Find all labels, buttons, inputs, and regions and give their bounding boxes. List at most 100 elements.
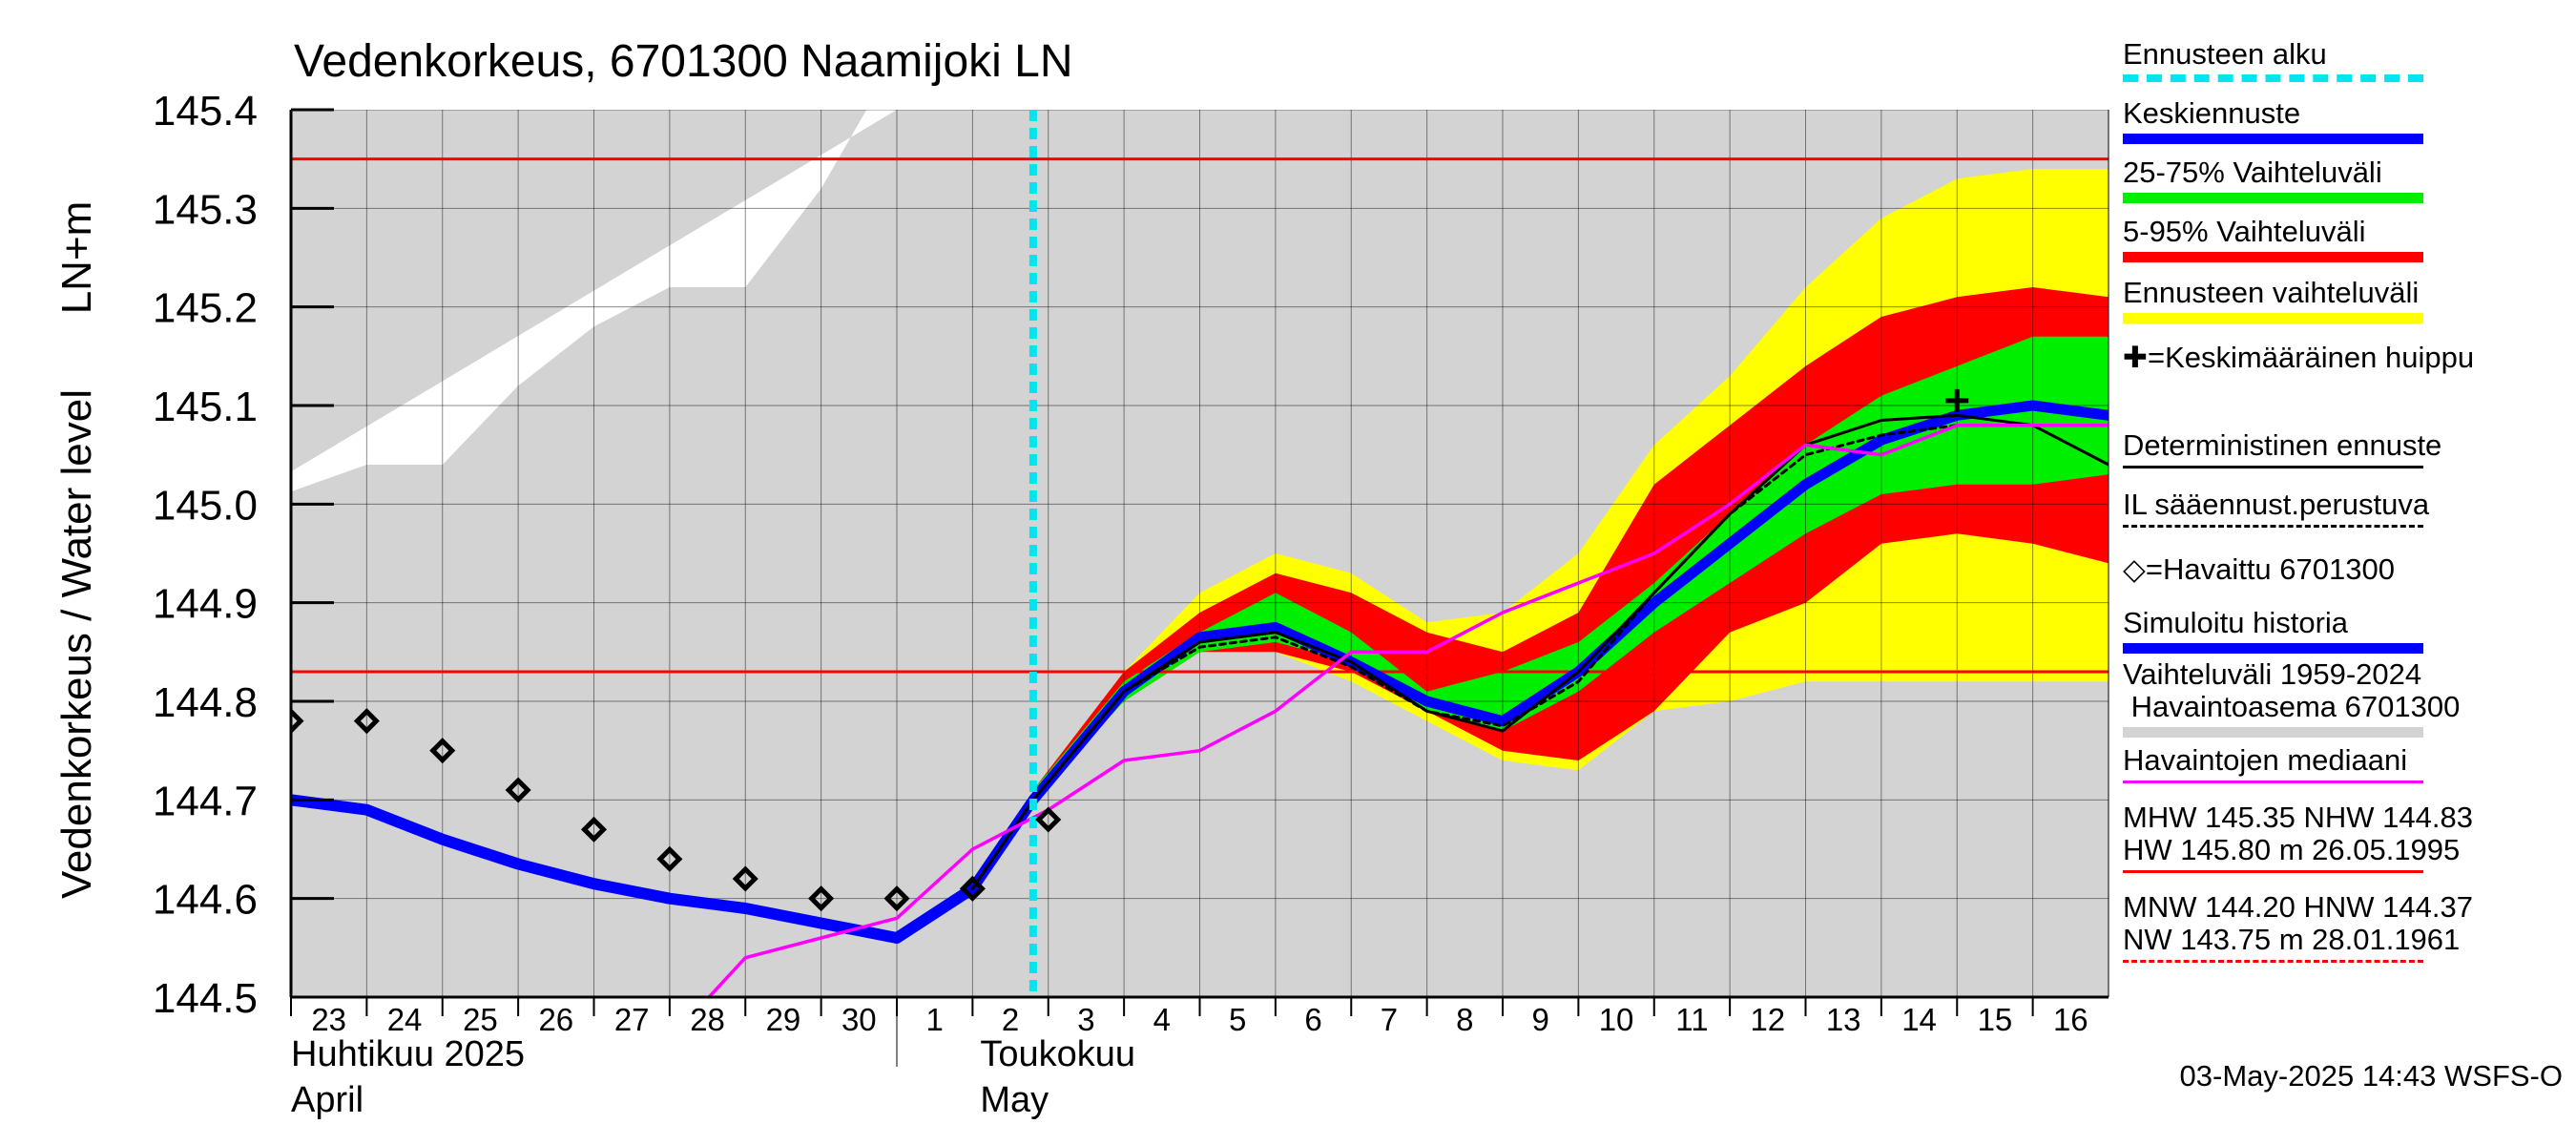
y-tick-label: 145.0 xyxy=(153,482,258,529)
legend-item: Ennusteen vaihteluväli xyxy=(2123,276,2571,323)
x-tick-label: 14 xyxy=(1901,1002,1937,1037)
observed-point xyxy=(580,816,608,843)
y-tick-label: 145.2 xyxy=(153,285,258,332)
legend-swatch xyxy=(2123,525,2423,528)
y-axis-label: Vedenkorkeus / Water level xyxy=(53,389,100,899)
legend-label: 5-95% Vaihteluväli xyxy=(2123,215,2366,248)
month-label-en: April xyxy=(291,1080,364,1120)
legend-swatch xyxy=(2123,960,2423,963)
legend-swatch xyxy=(2123,643,2423,654)
legend-item: Keskiennuste xyxy=(2123,96,2571,144)
legend-label: Ennusteen vaihteluväli xyxy=(2123,276,2420,309)
y-tick-label: 145.1 xyxy=(153,384,258,430)
legend-swatch xyxy=(2123,193,2423,203)
legend-item: Simuloitu historia xyxy=(2123,606,2571,654)
x-tick-label: 5 xyxy=(1229,1002,1246,1037)
x-tick-label: 6 xyxy=(1304,1002,1321,1037)
observed-point xyxy=(429,738,456,764)
observed-point xyxy=(656,845,683,872)
legend-label: ◇=Havaittu 6701300 xyxy=(2123,552,2395,586)
observed-point xyxy=(505,777,531,803)
observed-point xyxy=(353,708,380,735)
y-axis-unit: LN+m xyxy=(53,201,100,315)
month-label-en: May xyxy=(980,1080,1049,1120)
mean-peak-marker xyxy=(1945,388,1969,412)
x-tick-label: 30 xyxy=(841,1002,877,1037)
history-range-upper-mask xyxy=(291,110,897,492)
timestamp: 03-May-2025 14:43 WSFS-O xyxy=(2179,1059,2563,1093)
legend-label: Ennusteen alku xyxy=(2123,37,2327,71)
series-line xyxy=(291,794,979,944)
x-tick-label: 7 xyxy=(1381,1002,1398,1037)
x-tick-label: 2 xyxy=(1002,1002,1019,1037)
y-tick-label: 144.7 xyxy=(153,778,258,824)
series-line xyxy=(966,400,2109,894)
x-tick-label: 13 xyxy=(1826,1002,1861,1037)
month-label-fi: Toukokuu xyxy=(980,1034,1135,1074)
observed-point xyxy=(1035,806,1062,833)
x-tick-label: 12 xyxy=(1750,1002,1785,1037)
x-tick-label: 1 xyxy=(926,1002,944,1037)
x-tick-label: 29 xyxy=(766,1002,801,1037)
legend-swatch xyxy=(2123,870,2423,873)
y-tick-label: 144.6 xyxy=(153,877,258,924)
observed-point xyxy=(883,885,910,912)
y-tick-label: 144.8 xyxy=(153,679,258,726)
series-line xyxy=(970,424,2035,890)
legend-label: Vaihteluväli 1959-2024 Havaintoasema 670… xyxy=(2123,657,2461,723)
legend-item: MHW 145.35 NHW 144.83 HW 145.80 m 26.05.… xyxy=(2123,801,2571,873)
month-label-fi: Huhtikuu 2025 xyxy=(291,1034,525,1074)
observed-point xyxy=(959,875,986,902)
legend-label: IL sääennust.perustuva xyxy=(2123,488,2430,521)
legend-item: MNW 144.20 HNW 144.37 NW 143.75 m 28.01.… xyxy=(2123,890,2571,963)
legend-item: Havaintojen mediaani xyxy=(2123,743,2571,783)
legend-item: 25-75% Vaihteluväli xyxy=(2123,156,2571,203)
legend-label: MHW 145.35 NHW 144.83 HW 145.80 m 26.05.… xyxy=(2123,801,2473,866)
x-tick-label: 3 xyxy=(1077,1002,1094,1037)
legend-swatch xyxy=(2123,252,2423,262)
x-tick-label: 4 xyxy=(1153,1002,1171,1037)
y-tick-label: 145.3 xyxy=(153,186,258,233)
legend-item: ◇=Havaittu 6701300 xyxy=(2123,553,2571,586)
x-tick-label: 23 xyxy=(311,1002,346,1037)
legend-label: Simuloitu historia xyxy=(2123,606,2349,639)
legend-swatch xyxy=(2123,74,2423,82)
y-tick-label: 144.5 xyxy=(153,975,258,1022)
x-tick-label: 11 xyxy=(1675,1002,1708,1037)
observed-point xyxy=(808,885,835,912)
observed-point xyxy=(732,865,758,892)
legend-label: MNW 144.20 HNW 144.37 NW 143.75 m 28.01.… xyxy=(2123,890,2473,956)
legend-item: IL sääennust.perustuva xyxy=(2123,488,2571,528)
legend-label: Havaintojen mediaani xyxy=(2123,743,2408,777)
series-line xyxy=(970,413,2109,890)
legend-swatch xyxy=(2123,313,2423,323)
legend-label: Deterministinen ennuste xyxy=(2123,428,2442,462)
legend-swatch xyxy=(2123,781,2423,783)
legend-label: ✚=Keskimääräinen huippu xyxy=(2123,341,2475,374)
chart-title: Vedenkorkeus, 6701300 Naamijoki LN xyxy=(294,36,1073,87)
x-tick-label: 27 xyxy=(614,1002,650,1037)
x-tick-label: 25 xyxy=(463,1002,498,1037)
legend-item: ✚=Keskimääräinen huippu xyxy=(2123,342,2571,374)
legend-item: Deterministinen ennuste xyxy=(2123,428,2571,468)
legend-item: Ennusteen alku xyxy=(2123,37,2571,82)
observed-point xyxy=(291,708,304,735)
legend-label: Keskiennuste xyxy=(2123,96,2301,130)
x-tick-label: 8 xyxy=(1456,1002,1473,1037)
x-tick-label: 9 xyxy=(1532,1002,1549,1037)
legend-swatch xyxy=(2123,134,2423,144)
legend-swatch xyxy=(2123,466,2423,468)
x-tick-label: 26 xyxy=(538,1002,573,1037)
x-tick-label: 24 xyxy=(387,1002,423,1037)
legend-item: Vaihteluväli 1959-2024 Havaintoasema 670… xyxy=(2123,657,2571,738)
legend-swatch xyxy=(2123,727,2423,738)
band-25-75 xyxy=(1032,336,2109,801)
y-tick-label: 144.9 xyxy=(153,581,258,628)
y-tick-label: 145.4 xyxy=(153,88,258,135)
x-tick-label: 16 xyxy=(2053,1002,2088,1037)
x-tick-label: 10 xyxy=(1599,1002,1634,1037)
legend-item: 5-95% Vaihteluväli xyxy=(2123,215,2571,262)
x-tick-label: 28 xyxy=(690,1002,725,1037)
legend-label: 25-75% Vaihteluväli xyxy=(2123,156,2382,189)
